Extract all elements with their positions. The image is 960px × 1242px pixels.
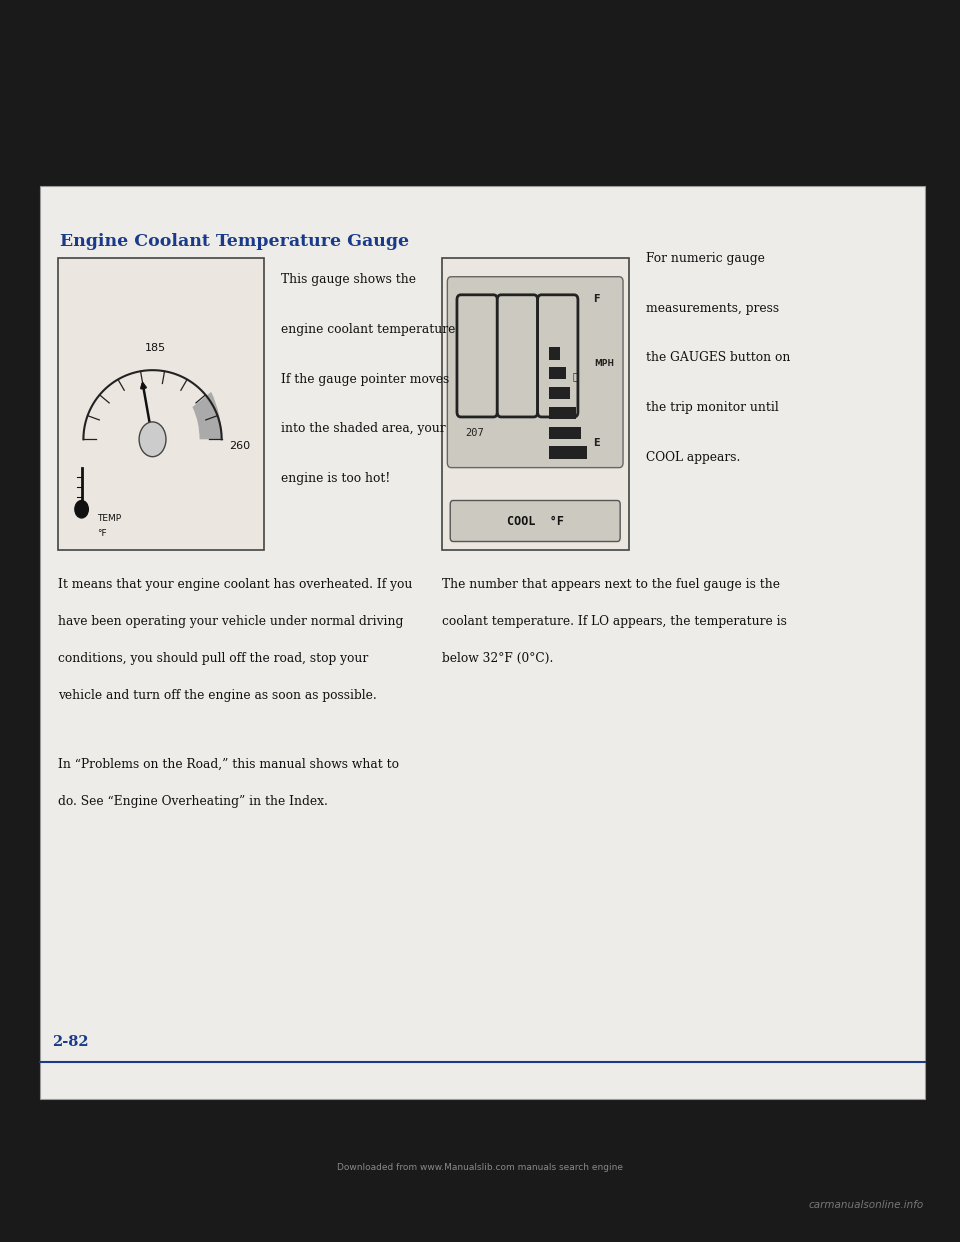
Bar bbox=[549, 447, 587, 460]
Text: For numeric gauge: For numeric gauge bbox=[646, 252, 765, 265]
Circle shape bbox=[139, 422, 166, 457]
Text: °F: °F bbox=[97, 529, 107, 538]
Text: coolant temperature. If LO appears, the temperature is: coolant temperature. If LO appears, the … bbox=[442, 615, 786, 627]
Text: Engine Coolant Temperature Gauge: Engine Coolant Temperature Gauge bbox=[60, 233, 409, 251]
FancyBboxPatch shape bbox=[457, 294, 497, 417]
Bar bbox=[549, 427, 581, 440]
Text: COOL  °F: COOL °F bbox=[507, 514, 564, 528]
Text: MPH: MPH bbox=[594, 359, 614, 368]
Text: below 32°F (0°C).: below 32°F (0°C). bbox=[442, 652, 553, 664]
Bar bbox=[549, 388, 570, 400]
Text: E: E bbox=[593, 437, 599, 448]
Bar bbox=[549, 368, 565, 380]
Text: Downloaded from www.Manualslib.com manuals search engine: Downloaded from www.Manualslib.com manua… bbox=[337, 1163, 623, 1172]
Text: engine is too hot!: engine is too hot! bbox=[281, 472, 391, 484]
Text: have been operating your vehicle under normal driving: have been operating your vehicle under n… bbox=[58, 615, 403, 627]
Text: The number that appears next to the fuel gauge is the: The number that appears next to the fuel… bbox=[442, 578, 780, 590]
Text: 260: 260 bbox=[229, 441, 251, 451]
Bar bbox=[40, 186, 925, 1099]
Bar bbox=[549, 348, 560, 360]
Bar bbox=[58, 258, 264, 550]
Text: measurements, press: measurements, press bbox=[646, 302, 780, 314]
Text: into the shaded area, your: into the shaded area, your bbox=[281, 422, 445, 435]
FancyBboxPatch shape bbox=[497, 294, 538, 417]
Bar bbox=[442, 258, 629, 550]
Text: 185: 185 bbox=[145, 343, 166, 353]
Text: It means that your engine coolant has overheated. If you: It means that your engine coolant has ov… bbox=[58, 578, 412, 590]
Text: This gauge shows the: This gauge shows the bbox=[281, 273, 417, 286]
Wedge shape bbox=[192, 392, 222, 440]
Text: carmanualsonline.info: carmanualsonline.info bbox=[808, 1200, 924, 1210]
Text: F: F bbox=[593, 294, 599, 304]
Text: 207: 207 bbox=[466, 427, 485, 438]
Text: the GAUGES button on: the GAUGES button on bbox=[646, 351, 790, 364]
Text: do. See “Engine Overheating” in the Index.: do. See “Engine Overheating” in the Inde… bbox=[58, 795, 327, 807]
Text: vehicle and turn off the engine as soon as possible.: vehicle and turn off the engine as soon … bbox=[58, 689, 376, 702]
Bar bbox=[549, 407, 575, 420]
FancyBboxPatch shape bbox=[447, 277, 623, 468]
Text: the trip monitor until: the trip monitor until bbox=[646, 401, 779, 414]
Circle shape bbox=[75, 501, 88, 518]
Text: TEMP: TEMP bbox=[97, 514, 121, 523]
FancyBboxPatch shape bbox=[450, 501, 620, 542]
FancyBboxPatch shape bbox=[538, 294, 578, 417]
Text: In “Problems on the Road,” this manual shows what to: In “Problems on the Road,” this manual s… bbox=[58, 758, 398, 770]
Text: engine coolant temperature.: engine coolant temperature. bbox=[281, 323, 460, 335]
Text: conditions, you should pull off the road, stop your: conditions, you should pull off the road… bbox=[58, 652, 368, 664]
Text: If the gauge pointer moves: If the gauge pointer moves bbox=[281, 373, 449, 385]
Text: COOL appears.: COOL appears. bbox=[646, 451, 740, 463]
Text: ⛽: ⛽ bbox=[572, 371, 579, 381]
Text: 2-82: 2-82 bbox=[52, 1036, 88, 1049]
